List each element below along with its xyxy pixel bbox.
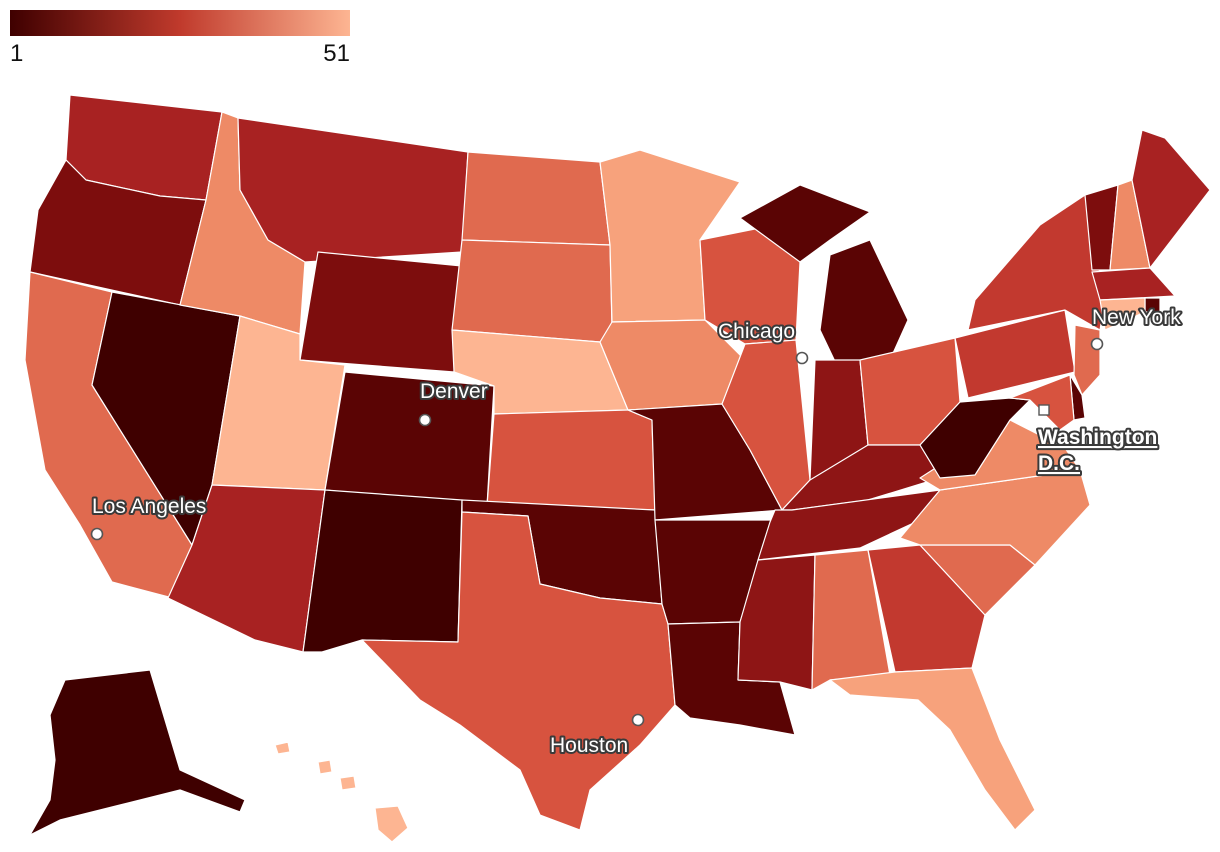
state-md[interactable] bbox=[1009, 374, 1075, 431]
capital-marker-washington-dc bbox=[1038, 404, 1050, 416]
state-ct[interactable] bbox=[1099, 297, 1146, 331]
city-marker-new-york bbox=[1090, 337, 1104, 351]
state-ks[interactable] bbox=[486, 409, 656, 511]
state-nd[interactable] bbox=[461, 151, 611, 246]
city-label-denver: Denver bbox=[420, 380, 488, 403]
capital-label-line2: D.C. bbox=[1038, 452, 1080, 475]
state-tn[interactable] bbox=[757, 489, 941, 561]
state-nm[interactable] bbox=[302, 489, 463, 653]
city-label-los-angeles: Los Angeles bbox=[92, 495, 206, 518]
city-label-new-york: New York bbox=[1092, 306, 1181, 329]
state-fl[interactable] bbox=[829, 667, 1036, 831]
state-hi[interactable] bbox=[274, 741, 409, 843]
state-ny[interactable] bbox=[967, 194, 1106, 331]
legend-min-label: 1 bbox=[10, 40, 24, 67]
state-wy[interactable] bbox=[299, 251, 463, 373]
state-tx[interactable] bbox=[361, 511, 676, 831]
city-label-houston: Houston bbox=[550, 734, 628, 757]
capital-label-line1: Washington bbox=[1038, 426, 1157, 449]
city-marker-houston bbox=[631, 713, 645, 727]
state-sd[interactable] bbox=[451, 239, 613, 343]
color-scale-legend: 1 51 bbox=[10, 10, 350, 67]
state-me[interactable] bbox=[1131, 129, 1211, 269]
state-ma[interactable] bbox=[1091, 267, 1176, 301]
state-nj[interactable] bbox=[1073, 324, 1101, 396]
legend-max-label: 51 bbox=[323, 40, 350, 67]
city-marker-chicago bbox=[795, 351, 809, 365]
state-ak[interactable] bbox=[29, 669, 246, 836]
legend-gradient-bar bbox=[10, 10, 350, 36]
city-label-chicago: Chicago bbox=[718, 320, 795, 343]
city-marker-los-angeles bbox=[90, 527, 104, 541]
state-wv[interactable] bbox=[919, 397, 1031, 479]
city-marker-denver bbox=[418, 413, 432, 427]
state-mt[interactable] bbox=[237, 117, 469, 263]
state-ga[interactable] bbox=[867, 544, 986, 673]
